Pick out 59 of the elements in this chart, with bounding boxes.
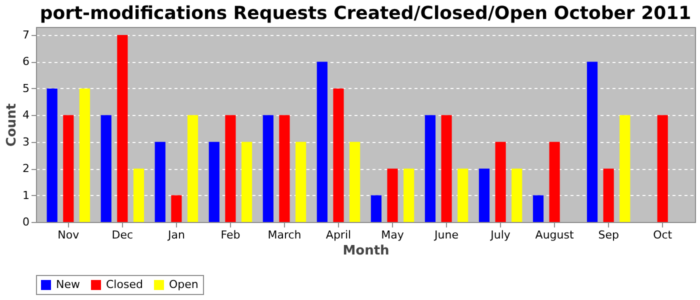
x-tick-label: Feb: [220, 228, 240, 242]
bar: [370, 195, 382, 222]
y-tick-label: 4: [22, 108, 30, 122]
bar: [208, 142, 220, 222]
bar: [279, 115, 290, 222]
y-tick-label: 5: [22, 82, 30, 95]
bar: [586, 62, 598, 222]
bar: [495, 142, 506, 222]
y-tick-label: 6: [22, 55, 30, 68]
bar: [350, 142, 360, 222]
bar: [79, 88, 90, 222]
legend-label: Open: [169, 278, 198, 291]
y-tick-label: 2: [22, 162, 30, 176]
y-tick-label: 3: [22, 135, 30, 148]
y-tick-label: 0: [22, 216, 30, 228]
bar: [154, 142, 166, 222]
x-tick-label: May: [381, 228, 404, 242]
bar: [532, 195, 544, 222]
x-tick-label: August: [535, 228, 574, 242]
x-axis-title: Month: [342, 244, 390, 258]
bar: [512, 168, 522, 222]
x-tick-label: Nov: [58, 228, 80, 242]
x-tick-label: April: [326, 228, 352, 242]
x-tick-label: June: [434, 228, 459, 242]
bar: [187, 115, 198, 222]
bar: [657, 115, 668, 222]
x-tick-label: Dec: [112, 228, 134, 242]
y-tick-label: 1: [22, 188, 30, 202]
bar: [458, 168, 468, 222]
bar: [404, 168, 414, 222]
bar: [424, 115, 436, 222]
legend-label: New: [56, 278, 80, 291]
x-tick-label: Jan: [166, 228, 185, 242]
bar: [241, 142, 252, 222]
bar: [316, 62, 328, 222]
bar: [100, 115, 112, 222]
y-axis-title: Count: [4, 103, 20, 147]
bar: [333, 88, 344, 222]
x-tick-label: Oct: [653, 228, 673, 242]
bar: [262, 115, 274, 222]
x-tick-label: July: [490, 228, 511, 242]
bar: [117, 35, 128, 222]
bar: [387, 168, 398, 222]
bar: [603, 168, 614, 222]
bar: [295, 142, 306, 222]
bar: [620, 115, 630, 222]
x-tick-label: March: [268, 228, 302, 242]
bar: [549, 142, 560, 222]
bar: [46, 88, 58, 222]
bar: [133, 168, 144, 222]
bar: [478, 168, 490, 222]
chart-title: port-modifications Requests Created/Closed/Open October 2011: [40, 3, 692, 24]
y-tick-label: 7: [22, 28, 30, 42]
legend-label: Closed: [106, 278, 143, 291]
bar: [441, 115, 452, 222]
bar: [63, 115, 74, 222]
bar: [171, 195, 182, 222]
bar: [225, 115, 236, 222]
x-tick-label: Sep: [598, 228, 619, 242]
